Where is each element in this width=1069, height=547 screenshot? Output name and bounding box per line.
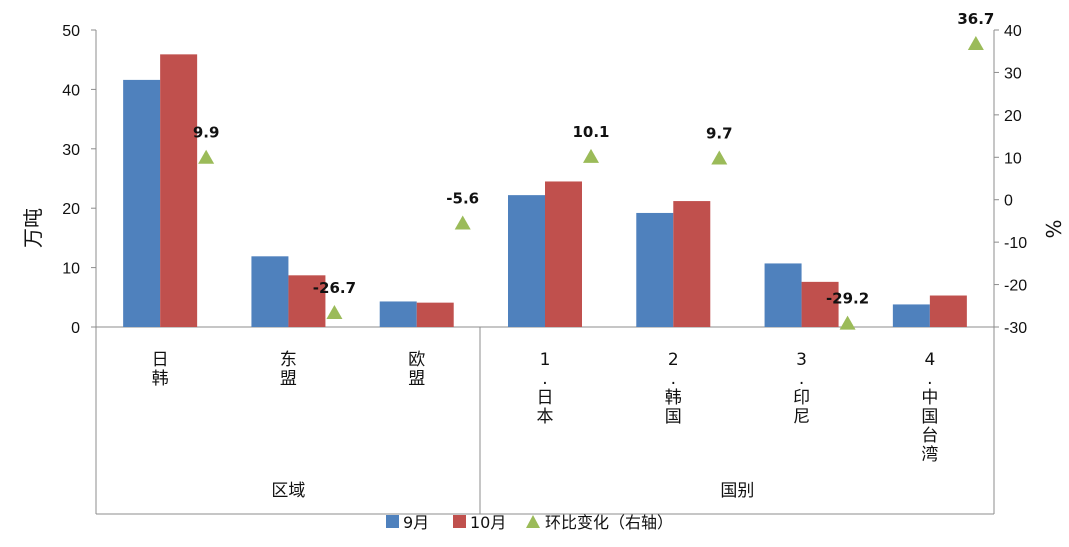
legend-triangle-icon <box>526 515 540 528</box>
y2-axis-title: % <box>1041 219 1065 238</box>
left-tick-label: 50 <box>62 23 80 40</box>
left-tick-label: 20 <box>62 201 80 218</box>
bar-10m-6 <box>929 295 967 327</box>
right-tick-label: 0 <box>1004 193 1013 210</box>
left-tick-labels: 0 10 20 30 40 50 <box>62 23 96 337</box>
bar-9m-5 <box>764 263 802 327</box>
change-marker-0 <box>198 149 215 164</box>
change-label-5: -29.2 <box>826 290 869 308</box>
category-labels: 日韩 东盟 欧盟 1 .日本 2 .韩国 3 .印尼 4 .中国台湾 <box>152 350 939 465</box>
right-tick-label: 30 <box>1004 65 1022 82</box>
change-marker-4 <box>711 150 728 165</box>
y-axis-title: 万吨 <box>21 208 45 248</box>
left-tick-label: 30 <box>62 142 80 159</box>
change-label-2: -5.6 <box>446 189 479 207</box>
bar-9m-3 <box>508 195 545 327</box>
category-label-4: 2 .韩国 <box>665 350 682 427</box>
right-tick-label: 20 <box>1004 108 1022 125</box>
bar-10m-4 <box>673 201 711 327</box>
right-tick-label: -30 <box>1004 320 1027 337</box>
bar-10m-0 <box>160 54 198 327</box>
group-labels: 区域 国别 <box>271 481 754 501</box>
change-marker-2 <box>454 215 471 230</box>
category-label-1: 东盟 <box>280 350 297 389</box>
right-tick-label: 10 <box>1004 150 1022 167</box>
legend-swatch-10m <box>453 515 466 528</box>
legend-swatch-9m <box>386 515 399 528</box>
bar-9m-1 <box>251 256 289 327</box>
right-tick-label: 40 <box>1004 23 1022 40</box>
bar-10m-5 <box>801 281 839 327</box>
category-label-0: 日韩 <box>152 350 169 389</box>
right-tick-label: -20 <box>1004 278 1027 295</box>
bar-10m-2 <box>416 302 454 327</box>
legend-label-10m: 10月 <box>470 513 506 532</box>
change-label-0: 9.9 <box>193 124 220 142</box>
right-tick-label: -10 <box>1004 235 1027 252</box>
group-label-0: 区域 <box>271 481 305 501</box>
change-label-3: 10.1 <box>572 123 609 141</box>
legend: 9月 10月 环比变化（右轴） <box>386 513 673 532</box>
category-label-2: 欧盟 <box>408 350 425 389</box>
category-label-6: 4 .中国台湾 <box>921 350 938 465</box>
change-marker-1 <box>326 304 343 319</box>
change-label-4: 9.7 <box>706 125 733 143</box>
change-marker-3 <box>583 148 599 163</box>
legend-label-9m: 9月 <box>403 513 429 532</box>
change-label-6: 36.7 <box>957 10 994 28</box>
right-tick-labels: -30 -20 -10 0 10 20 30 40 <box>994 23 1027 337</box>
bars <box>123 54 967 327</box>
bar-9m-2 <box>379 301 417 327</box>
legend-label-change: 环比变化（右轴） <box>545 513 673 532</box>
bar-9m-4 <box>636 212 674 327</box>
change-label-1: -26.7 <box>313 279 356 297</box>
category-label-5: 3 .印尼 <box>793 350 810 427</box>
left-tick-label: 10 <box>62 261 80 278</box>
group-label-1: 国别 <box>720 481 754 501</box>
bar-9m-0 <box>123 79 161 327</box>
left-tick-label: 40 <box>62 82 80 99</box>
left-tick-label: 0 <box>71 320 80 337</box>
markers: 9.9 -26.7 -5.6 10.1 9.7 -29.2 36.7 <box>193 10 994 330</box>
bar-10m-3 <box>545 181 582 327</box>
change-marker-5 <box>839 315 856 330</box>
category-label-3: 1 .日本 <box>537 350 554 427</box>
change-marker-6 <box>967 36 984 51</box>
bar-9m-6 <box>892 304 930 327</box>
bar-10m-1 <box>288 275 326 327</box>
